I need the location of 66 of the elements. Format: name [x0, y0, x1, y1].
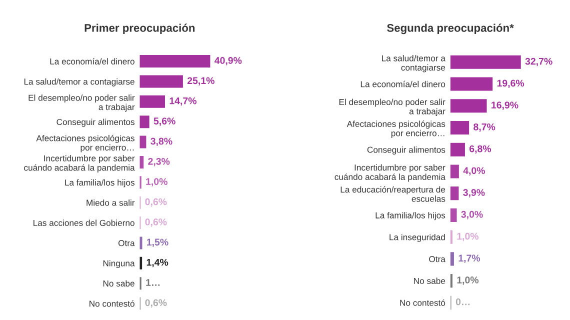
y-tick-label: La salud/temor a contagiarse	[382, 55, 446, 72]
y-tick-label: Otra	[118, 240, 135, 246]
data-label: 6,8%	[470, 145, 492, 154]
y-tick-label: Afectaciones psicológicas por encierro…	[36, 134, 134, 152]
data-label: 1,7%	[458, 254, 480, 263]
bar	[450, 77, 493, 91]
data-label: 32,7%	[525, 58, 552, 66]
y-tick-label: Afectaciones psicológicas por encierro…	[346, 120, 446, 138]
bar	[450, 252, 454, 266]
y-tick-label: La familia/los hijos	[65, 179, 134, 188]
data-label: 3,9%	[463, 189, 485, 198]
bar	[450, 120, 470, 135]
y-tick-label: La familia/los hijos	[376, 212, 446, 220]
y-tick-label: Ninguna	[103, 260, 135, 268]
data-label: 4,0%	[463, 167, 486, 176]
data-label: 1,0%	[146, 178, 168, 186]
y-tick-label: El desempleo/no poder salir a trabajar	[28, 94, 135, 112]
data-label: 1,0%	[457, 232, 479, 242]
y-tick-label: La inseguridad	[390, 234, 445, 242]
y-tick-label: Otra	[429, 256, 446, 262]
data-label: 3,8%	[150, 138, 172, 146]
data-label: 16,9%	[492, 102, 518, 110]
data-label: 40,9%	[214, 57, 242, 66]
bar	[450, 142, 465, 156]
y-tick-label: La salud/temor a contagiarse	[24, 78, 134, 86]
y-tick-label: El desempleo/no poder salir a trabajar	[339, 98, 446, 116]
y-tick-label: La economía/el dinero	[50, 58, 134, 64]
data-label: 0,6%	[145, 218, 167, 227]
bar	[140, 136, 146, 148]
y-tick-label: No sabe	[103, 280, 134, 287]
y-tick-label: La educación/reapertura de escuelas	[340, 186, 446, 202]
y-tick-label: Conseguir alimentos	[56, 118, 134, 127]
data-label: 1,5%	[147, 238, 168, 247]
y-tick-label: Incertidumbre por saber cuándo acabará la pandemia	[334, 164, 446, 182]
y-tick-label: No contestó	[400, 299, 446, 306]
y-tick-label: No contestó	[90, 300, 134, 307]
bar	[140, 95, 166, 108]
data-label: 0…	[456, 298, 470, 306]
bar	[450, 208, 457, 222]
data-label: 0,6%	[145, 198, 167, 207]
data-label: 14,7%	[170, 97, 196, 106]
data-label: 5,6%	[154, 118, 176, 126]
y-tick-label: Miedo a salir	[86, 199, 135, 206]
y-tick-label: La economía/el dinero	[360, 80, 446, 88]
y-tick-label: No sabe	[414, 278, 446, 284]
data-label: 3,0%	[461, 210, 483, 220]
chart-title: Segunda preocupación*	[387, 24, 514, 34]
data-label: 1,4%	[146, 258, 168, 268]
data-label: 0,6%	[145, 299, 167, 308]
chart-title: Primer preocupación	[84, 24, 195, 34]
bar	[140, 75, 183, 88]
y-tick-label: Conseguir alimentos	[367, 146, 446, 155]
bar	[450, 164, 459, 178]
data-label: 19,6%	[497, 80, 524, 88]
bar	[450, 186, 459, 200]
data-label: 1,0%	[457, 276, 479, 285]
data-label: 2,3%	[148, 158, 170, 166]
data-label: 1…	[146, 279, 160, 286]
data-label: 25,1%	[187, 77, 214, 86]
data-label: 8,7%	[474, 123, 496, 132]
y-tick-label: Incertidumbre por saber cuándo acabará la pandemia	[24, 155, 135, 172]
bar	[450, 99, 487, 113]
bar	[450, 55, 521, 69]
y-tick-label: Las acciones del Gobierno	[34, 220, 134, 226]
bar	[140, 55, 210, 68]
bar	[140, 116, 150, 128]
